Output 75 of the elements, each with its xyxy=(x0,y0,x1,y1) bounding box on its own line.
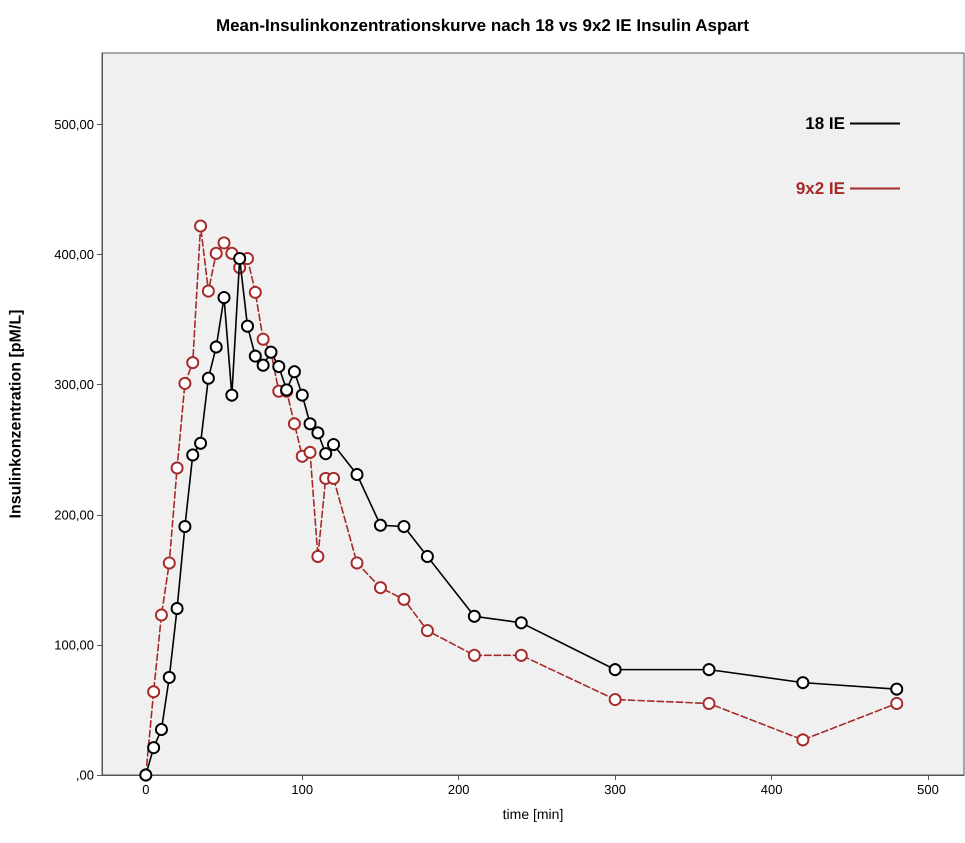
point xyxy=(608,693,622,706)
point xyxy=(218,236,231,250)
point xyxy=(311,550,324,563)
x-tick-label: 400 xyxy=(760,782,782,797)
y-tick-label: 100,00 xyxy=(54,637,94,652)
point xyxy=(272,360,286,374)
point xyxy=(327,472,340,485)
point xyxy=(178,520,192,534)
x-tick-label: 300 xyxy=(604,782,626,797)
point xyxy=(154,722,168,736)
y-tick-label: 200,00 xyxy=(54,507,94,522)
point xyxy=(327,438,340,452)
point xyxy=(233,252,246,266)
point xyxy=(162,556,176,570)
point xyxy=(890,696,904,710)
point xyxy=(796,676,810,690)
point xyxy=(397,592,410,606)
point xyxy=(248,286,262,299)
point xyxy=(186,356,200,370)
x-axis-title: time [min] xyxy=(502,806,564,822)
point xyxy=(210,246,223,260)
point xyxy=(350,468,364,481)
point xyxy=(374,518,387,532)
legend-label: 18 IE xyxy=(805,114,845,133)
point xyxy=(194,220,208,233)
point xyxy=(350,556,364,570)
chart-title: Mean-Insulinkonzentrationskurve nach 18 vs 9x2 IE Insulin Aspart xyxy=(216,16,750,35)
point xyxy=(248,350,262,363)
point xyxy=(147,741,160,754)
point xyxy=(702,663,716,676)
point xyxy=(608,663,622,676)
y-tick-label: 500,00 xyxy=(54,117,94,132)
y-tick-label: 400,00 xyxy=(54,247,94,262)
point xyxy=(147,685,160,698)
point xyxy=(296,388,309,402)
point xyxy=(796,733,810,746)
point xyxy=(304,446,317,459)
point xyxy=(374,581,387,594)
point xyxy=(304,417,317,430)
y-axis-title: Insulinkonzentration [pM/L] xyxy=(8,310,24,518)
point xyxy=(194,436,208,450)
point xyxy=(170,461,184,474)
point xyxy=(202,284,215,298)
point xyxy=(241,320,254,333)
point xyxy=(468,610,481,623)
y-tick-label: 300,00 xyxy=(54,377,94,392)
point xyxy=(256,358,270,372)
point xyxy=(397,520,410,534)
point xyxy=(210,340,223,354)
point xyxy=(225,388,238,402)
point xyxy=(514,648,528,662)
point xyxy=(218,291,231,304)
point xyxy=(202,372,215,385)
point xyxy=(178,376,192,390)
point xyxy=(890,682,904,696)
point xyxy=(319,447,332,460)
point xyxy=(162,670,176,684)
x-tick-label: 500 xyxy=(917,782,939,797)
point xyxy=(311,426,324,440)
y-tick-label: ,00 xyxy=(76,768,94,782)
x-tick-label: 200 xyxy=(448,782,470,797)
point xyxy=(420,550,434,563)
point xyxy=(170,602,184,615)
point xyxy=(420,624,434,638)
point xyxy=(288,365,301,378)
point xyxy=(154,608,168,622)
point xyxy=(288,417,301,430)
point xyxy=(186,448,200,462)
x-tick-label: 0 xyxy=(142,782,150,797)
legend-label: 9x2 IE xyxy=(796,179,845,198)
x-tick-label: 100 xyxy=(291,782,314,797)
point xyxy=(256,332,270,346)
point xyxy=(702,696,716,710)
point xyxy=(514,616,528,630)
point xyxy=(468,648,481,662)
